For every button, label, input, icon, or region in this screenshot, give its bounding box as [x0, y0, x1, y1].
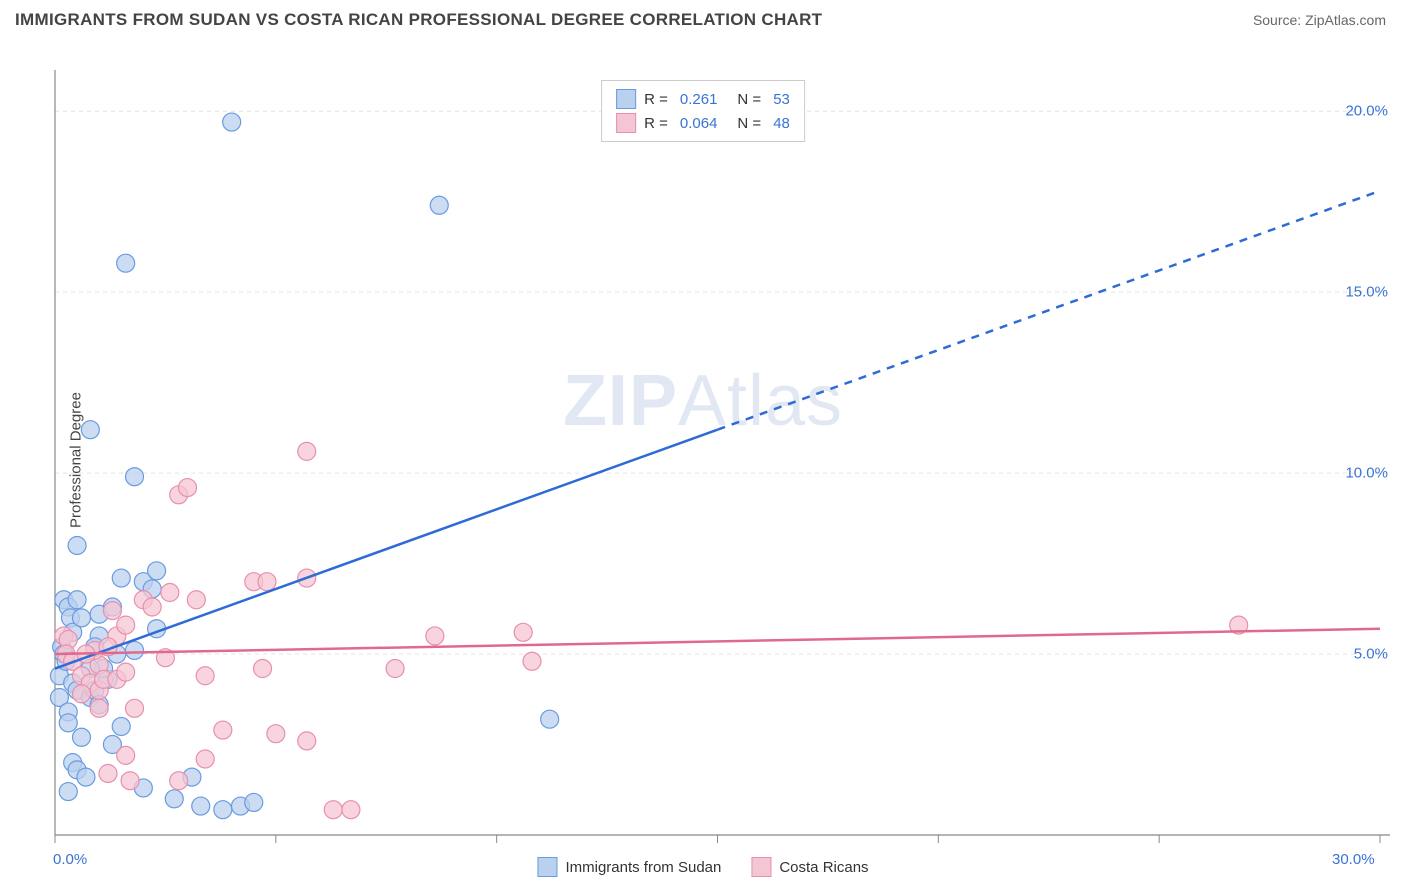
y-tick-label: 10.0% — [1345, 465, 1388, 482]
correlation-chart: Professional Degree ZIPAtlas R = 0.261 N… — [0, 35, 1406, 885]
legend-stats-row: R = 0.064 N = 48 — [616, 111, 790, 135]
legend-swatch-icon — [616, 89, 636, 109]
legend-stats-row: R = 0.261 N = 53 — [616, 87, 790, 111]
n-value: 48 — [773, 115, 790, 132]
x-tick-label: 0.0% — [53, 851, 87, 868]
y-tick-label: 5.0% — [1354, 646, 1388, 663]
source-label: Source: ZipAtlas.com — [1253, 12, 1386, 28]
y-tick-label: 15.0% — [1345, 284, 1388, 301]
legend-item-costa-rica: Costa Ricans — [751, 857, 868, 877]
legend-swatch-icon — [537, 857, 557, 877]
legend-stats: R = 0.261 N = 53 R = 0.064 N = 48 — [601, 80, 805, 142]
legend-label: Costa Ricans — [779, 859, 868, 876]
n-value: 53 — [773, 91, 790, 108]
r-label: R = — [644, 115, 668, 132]
r-value: 0.064 — [680, 115, 718, 132]
n-label: N = — [737, 91, 761, 108]
r-value: 0.261 — [680, 91, 718, 108]
y-tick-label: 20.0% — [1345, 103, 1388, 120]
chart-svg — [0, 35, 1406, 885]
x-tick-label: 30.0% — [1332, 851, 1375, 868]
legend-swatch-icon — [616, 113, 636, 133]
legend-series: Immigrants from Sudan Costa Ricans — [537, 857, 868, 877]
r-label: R = — [644, 91, 668, 108]
legend-item-sudan: Immigrants from Sudan — [537, 857, 721, 877]
legend-swatch-icon — [751, 857, 771, 877]
n-label: N = — [737, 115, 761, 132]
page-title: IMMIGRANTS FROM SUDAN VS COSTA RICAN PRO… — [15, 10, 822, 30]
legend-label: Immigrants from Sudan — [565, 859, 721, 876]
